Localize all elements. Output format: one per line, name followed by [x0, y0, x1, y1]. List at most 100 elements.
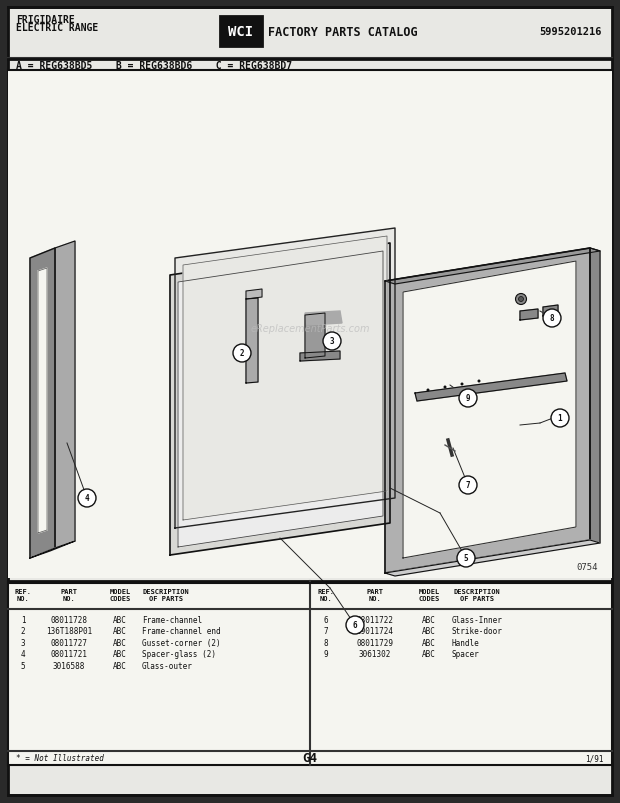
Text: MODEL
CODES: MODEL CODES [109, 589, 131, 601]
Text: Handle: Handle [452, 638, 480, 647]
Polygon shape [300, 352, 340, 361]
Text: Frame-channel end: Frame-channel end [142, 626, 221, 636]
Circle shape [461, 383, 464, 386]
Circle shape [323, 332, 341, 351]
Polygon shape [543, 306, 558, 316]
Text: 08011729: 08011729 [356, 638, 394, 647]
Text: 3061302: 3061302 [359, 650, 391, 658]
Polygon shape [305, 312, 342, 325]
Text: REF.
NO.: REF. NO. [317, 589, 335, 601]
Text: ABC: ABC [113, 615, 127, 624]
Circle shape [543, 310, 561, 328]
Text: PART
NO.: PART NO. [366, 589, 384, 601]
Text: 08011722: 08011722 [356, 615, 394, 624]
Polygon shape [183, 237, 387, 520]
Text: 2: 2 [20, 626, 25, 636]
Text: 4: 4 [85, 494, 89, 503]
Text: ELECTRIC RANGE: ELECTRIC RANGE [16, 23, 98, 33]
Polygon shape [55, 242, 75, 548]
Polygon shape [415, 373, 567, 402]
Polygon shape [175, 229, 395, 528]
Text: 3: 3 [330, 337, 334, 346]
Text: 3016588: 3016588 [53, 661, 85, 671]
Text: * = Not Illustrated: * = Not Illustrated [16, 753, 104, 763]
Text: ABC: ABC [422, 650, 436, 658]
Text: 09011724: 09011724 [356, 626, 394, 636]
Polygon shape [520, 310, 538, 320]
Circle shape [515, 294, 526, 305]
Text: 08011727: 08011727 [50, 638, 87, 647]
Polygon shape [403, 262, 576, 558]
Circle shape [518, 297, 523, 302]
Text: DESCRIPTION
OF PARTS: DESCRIPTION OF PARTS [454, 589, 500, 601]
Text: 4: 4 [20, 650, 25, 658]
Text: 1/91: 1/91 [585, 753, 604, 763]
Text: ABC: ABC [113, 626, 127, 636]
Text: ABC: ABC [113, 638, 127, 647]
Text: Glass-outer: Glass-outer [142, 661, 193, 671]
Text: 8: 8 [550, 314, 554, 323]
Polygon shape [246, 290, 262, 300]
Circle shape [443, 386, 446, 389]
Text: 2: 2 [240, 349, 244, 358]
Bar [8, 71, 612, 578]
Text: 5: 5 [464, 554, 468, 563]
Text: ABC: ABC [113, 650, 127, 658]
Polygon shape [590, 249, 600, 544]
Polygon shape [385, 249, 590, 573]
Text: A = REG638BD5    B = REG638BD6    C = REG638BD7: A = REG638BD5 B = REG638BD6 C = REG638BD… [16, 61, 292, 71]
Circle shape [459, 389, 477, 407]
Text: 9: 9 [324, 650, 329, 658]
Text: 0754: 0754 [577, 562, 598, 571]
Polygon shape [30, 249, 55, 558]
Text: MODEL
CODES: MODEL CODES [418, 589, 440, 601]
Text: 5: 5 [20, 661, 25, 671]
Text: 8: 8 [324, 638, 329, 647]
Text: 7: 7 [324, 626, 329, 636]
Text: ABC: ABC [422, 638, 436, 647]
Text: 5995201216: 5995201216 [539, 27, 602, 37]
Polygon shape [170, 243, 390, 556]
Text: REF.
NO.: REF. NO. [14, 589, 32, 601]
Text: 6: 6 [353, 621, 357, 630]
Text: FRIGIDAIRE: FRIGIDAIRE [16, 15, 75, 25]
Text: 08011728: 08011728 [50, 615, 87, 624]
Circle shape [551, 410, 569, 427]
Text: 08011721: 08011721 [50, 650, 87, 658]
Circle shape [427, 389, 430, 392]
Text: ABC: ABC [422, 626, 436, 636]
Text: Spacer: Spacer [452, 650, 480, 658]
Polygon shape [246, 299, 258, 384]
Text: Frame-channel: Frame-channel [142, 615, 202, 624]
Text: 1: 1 [20, 615, 25, 624]
Polygon shape [385, 249, 600, 284]
Polygon shape [385, 540, 600, 577]
Polygon shape [30, 541, 75, 558]
Text: eReplacementParts.com: eReplacementParts.com [250, 324, 370, 333]
Text: ABC: ABC [422, 615, 436, 624]
Bar [220, 17, 262, 47]
Bar [8, 581, 612, 765]
Text: 3: 3 [20, 638, 25, 647]
Circle shape [346, 616, 364, 634]
Text: 1: 1 [557, 414, 562, 423]
Text: PART
NO.: PART NO. [61, 589, 78, 601]
Circle shape [477, 380, 481, 383]
Polygon shape [38, 269, 47, 533]
Text: 6: 6 [324, 615, 329, 624]
Polygon shape [178, 251, 383, 548]
Text: DESCRIPTION
OF PARTS: DESCRIPTION OF PARTS [143, 589, 189, 601]
Text: G4: G4 [303, 752, 317, 764]
Text: ABC: ABC [113, 661, 127, 671]
Circle shape [233, 344, 251, 362]
Circle shape [459, 476, 477, 495]
Circle shape [457, 549, 475, 567]
Text: Gusset-corner (2): Gusset-corner (2) [142, 638, 221, 647]
Text: Spacer-glass (2): Spacer-glass (2) [142, 650, 216, 658]
Text: 136T188P01: 136T188P01 [46, 626, 92, 636]
Text: Strike-door: Strike-door [452, 626, 503, 636]
Text: WCI: WCI [228, 25, 254, 39]
Polygon shape [305, 314, 325, 359]
Circle shape [78, 489, 96, 507]
Text: 9: 9 [466, 394, 471, 403]
